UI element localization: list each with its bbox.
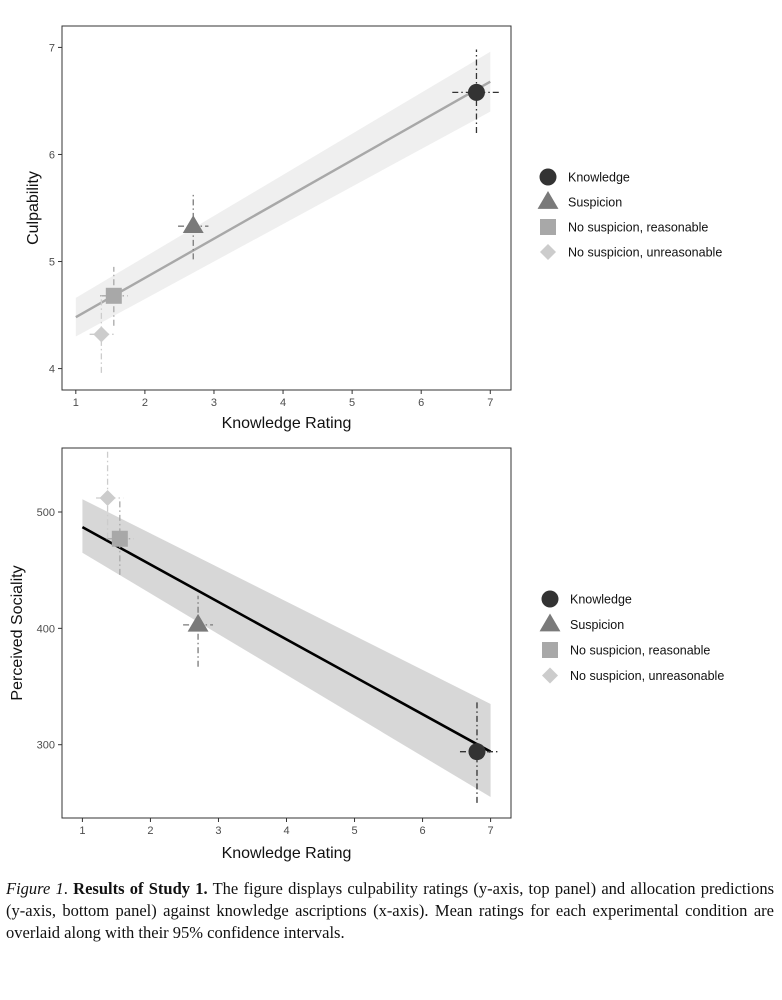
x-tick-label: 1 (73, 397, 79, 409)
x-tick-label: 7 (488, 825, 494, 837)
top-panel: 1 2 3 4 5 6 7 4 5 6 7 Knowledge Rating Culpability Kn… (25, 25, 722, 432)
legend: Knowledge Suspicion No suspicion, reasonab… (537, 168, 722, 260)
legend-label: No suspicion, unreasonable (568, 246, 722, 260)
legend-item-no-suspicion-reasonable: No suspicion, reasonable (542, 642, 710, 658)
legend-key-diamond (540, 244, 556, 260)
legend-item-suspicion: Suspicion (539, 613, 624, 632)
point-knowledge (468, 743, 486, 761)
y-tick-label: 6 (49, 149, 55, 161)
y-tick-label: 5 (49, 257, 55, 269)
legend-label: Knowledge (570, 593, 632, 607)
figure-caption: Figure 1. Results of Study 1. The figure… (6, 878, 774, 944)
y-axis-title: Culpability (25, 171, 42, 245)
legend-item-no-suspicion-reasonable: No suspicion, reasonable (540, 219, 708, 235)
x-axis-title: Knowledge Rating (222, 415, 352, 432)
legend-label: Suspicion (568, 196, 622, 210)
y-tick-label: 300 (37, 740, 55, 752)
x-tick-label: 3 (215, 825, 221, 837)
caption-label-suffix: . (63, 879, 74, 898)
legend-item-knowledge: Knowledge (541, 590, 632, 608)
legend-key-square (542, 642, 558, 658)
legend-label: No suspicion, reasonable (568, 221, 708, 235)
legend-key-square (540, 219, 556, 235)
caption-text: The figure displays culpability ratings … (6, 879, 775, 942)
x-tick-label: 3 (211, 397, 217, 409)
point-suspicion (182, 215, 204, 234)
y-axis-title: Perceived Sociality (9, 565, 26, 700)
point-no-suspicion-unreasonable (99, 490, 116, 507)
regression-line (81, 525, 492, 753)
legend-item-no-suspicion-unreasonable: No suspicion, unreasonable (542, 667, 724, 684)
legend-item-knowledge: Knowledge (539, 168, 630, 186)
legend-key-diamond (542, 667, 558, 684)
x-tick-label: 4 (283, 825, 289, 837)
y-tick-label: 7 (49, 42, 55, 54)
y-tick-label: 500 (37, 507, 55, 519)
confidence-band (75, 51, 491, 337)
confidence-band (82, 499, 491, 798)
y-tick-label: 400 (37, 623, 55, 635)
legend-label: Knowledge (568, 171, 630, 185)
legend-item-suspicion: Suspicion (537, 191, 622, 210)
figure: 1 2 3 4 5 6 7 4 5 6 7 Knowledge Rating Culpability Kn… (9, 25, 724, 862)
x-tick-label: 2 (147, 825, 153, 837)
legend-label: No suspicion, unreasonable (570, 669, 724, 683)
x-tick-label: 5 (351, 825, 357, 837)
legend-item-no-suspicion-unreasonable: No suspicion, unreasonable (540, 244, 722, 260)
legend-key-circle (539, 168, 557, 186)
caption-title: Results of Study 1. (73, 879, 208, 898)
x-axis-title: Knowledge Rating (222, 845, 352, 862)
panel-border (61, 25, 512, 391)
legend-key-triangle (539, 613, 561, 632)
y-tick-label: 4 (49, 364, 55, 376)
legend-label: Suspicion (570, 618, 624, 632)
point-suspicion (187, 613, 209, 632)
x-tick-label: 4 (280, 397, 286, 409)
bottom-panel: 1 2 3 4 5 6 7 300 400 500 Knowledge Rating Perceive… (9, 447, 724, 862)
x-tick-label: 2 (142, 397, 148, 409)
legend-key-circle (541, 590, 559, 608)
regression-line (75, 80, 491, 319)
legend-key-triangle (537, 191, 559, 209)
x-tick-label: 1 (79, 825, 85, 837)
point-knowledge (467, 83, 485, 101)
x-tick-label: 5 (349, 397, 355, 409)
point-no-suspicion-unreasonable (93, 326, 110, 343)
caption-label: Figure 1 (6, 879, 64, 898)
point-no-suspicion-reasonable (105, 287, 122, 304)
point-no-suspicion-reasonable (111, 530, 128, 547)
legend: Knowledge Suspicion No suspicion, reasonab… (539, 590, 724, 684)
legend-label: No suspicion, reasonable (570, 644, 710, 658)
x-tick-label: 6 (419, 825, 425, 837)
x-tick-label: 7 (487, 397, 493, 409)
x-tick-label: 6 (418, 397, 424, 409)
